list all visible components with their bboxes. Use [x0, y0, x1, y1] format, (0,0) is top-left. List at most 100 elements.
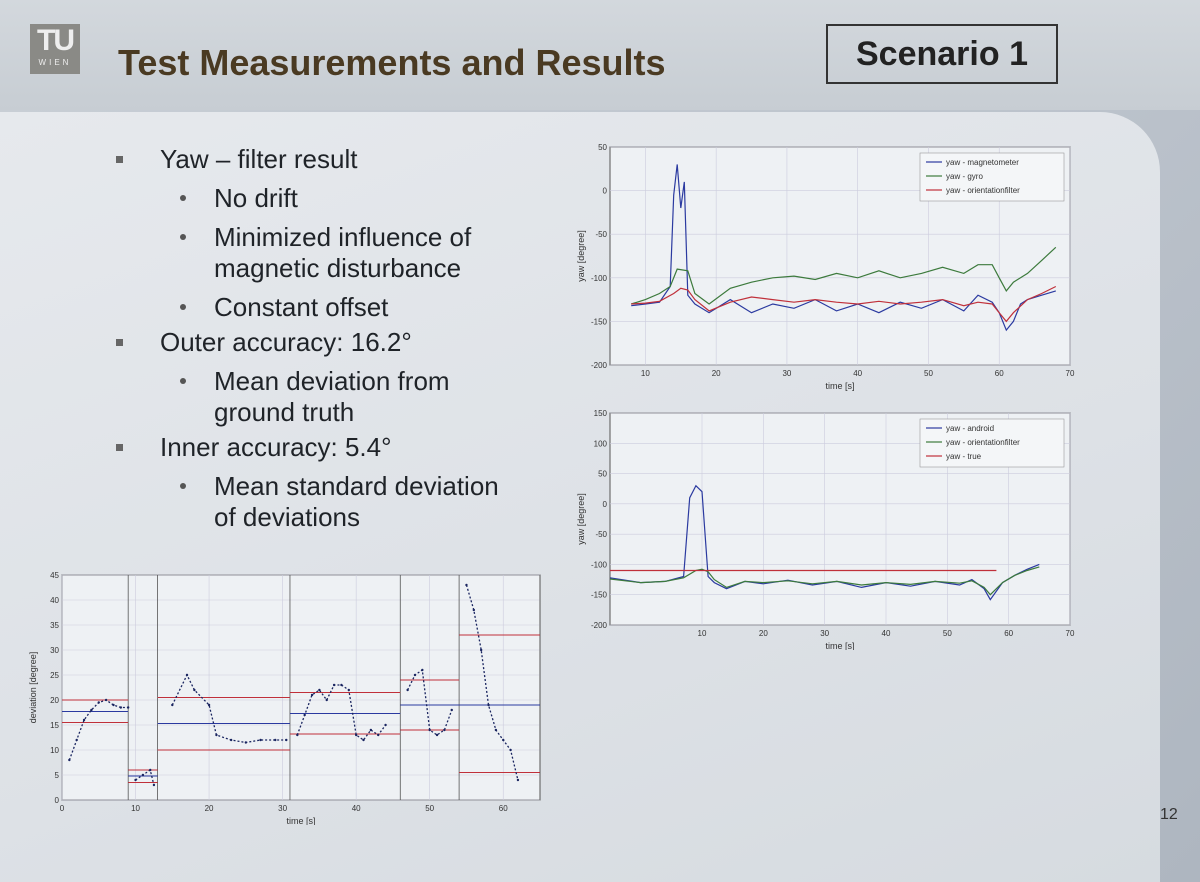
deviation-point	[303, 713, 306, 717]
y-tick-label: -50	[595, 530, 607, 539]
deviation-point	[421, 668, 424, 672]
deviation-point	[112, 703, 115, 707]
deviation-point	[435, 733, 439, 737]
y-axis-label: yaw [degree]	[576, 230, 586, 282]
chart-middle: 10 20 30 40 50 60 70 150 100 50 0 -50 -100 -150 -200 ti…	[576, 409, 1075, 650]
deviation-point	[369, 728, 373, 732]
y-tick-label: 0	[55, 796, 60, 805]
deviation-point	[472, 608, 476, 612]
x-tick-label: 20	[205, 804, 214, 813]
deviation-point	[285, 738, 288, 742]
deviation-point	[516, 778, 520, 782]
x-tick-label: 30	[782, 369, 791, 378]
deviation-point	[362, 738, 365, 742]
y-tick-label: -200	[591, 361, 608, 370]
y-tick-label: 100	[594, 439, 608, 448]
deviation-point	[229, 738, 233, 742]
legend-entry: yaw - magnetometer	[946, 158, 1019, 167]
x-axis-label: time [s]	[286, 816, 315, 825]
deviation-point	[332, 683, 336, 687]
page-number: 12	[1160, 806, 1178, 823]
legend-entry: yaw - orientationfilter	[946, 438, 1020, 447]
deviation-point	[134, 778, 137, 782]
deviation-point	[259, 738, 262, 742]
x-tick-label: 20	[712, 369, 721, 378]
chart-bottom: 0 10 20 30 40 50 60 0 5 10 15 20 25 30 35 40 45 time [s] d…	[28, 571, 541, 825]
y-tick-label: 35	[50, 621, 59, 630]
x-tick-label: 30	[278, 804, 287, 813]
bullet-std-deviation: Mean standard deviation of deviations	[110, 471, 524, 533]
slide-title: Test Measurements and Results	[118, 42, 666, 83]
y-tick-label: -150	[591, 591, 608, 600]
y-tick-label: 150	[594, 409, 608, 418]
y-tick-label: 45	[50, 571, 59, 580]
deviation-point	[347, 688, 350, 692]
y-tick-label: -150	[591, 317, 608, 326]
series-line-yaw-magnetometer	[631, 164, 1056, 332]
bullet-no-drift: No drift	[110, 183, 524, 214]
y-tick-label: 50	[598, 143, 607, 152]
logo-text-bottom: WIEN	[38, 58, 72, 67]
x-tick-label: 40	[882, 629, 891, 638]
deviation-point	[406, 688, 409, 692]
deviation-point	[149, 768, 152, 772]
y-tick-label: 0	[603, 500, 608, 509]
deviation-point	[90, 708, 93, 712]
deviation-point	[502, 738, 505, 742]
deviation-point	[428, 728, 431, 732]
x-axis-label: time [s]	[825, 641, 854, 650]
deviation-point	[325, 698, 328, 702]
deviation-point	[126, 706, 130, 709]
x-tick-label: 50	[943, 629, 952, 638]
y-tick-label: -200	[591, 621, 608, 630]
bullet-inner-accuracy: Inner accuracy: 5.4°	[110, 432, 524, 463]
x-tick-label: 30	[820, 629, 829, 638]
deviation-point	[443, 728, 446, 732]
x-tick-label: 40	[352, 804, 361, 813]
x-tick-label: 60	[499, 804, 508, 813]
deviation-point	[310, 693, 314, 697]
y-tick-label: 5	[55, 771, 60, 780]
deviation-point	[509, 748, 512, 752]
logo-text-top: TU	[37, 24, 75, 57]
y-tick-label: 40	[50, 596, 59, 605]
deviation-point	[104, 698, 108, 702]
bullet-offset: Constant offset	[110, 292, 524, 323]
deviation-point	[75, 738, 78, 742]
x-tick-label: 70	[1066, 369, 1075, 378]
deviation-point	[97, 701, 100, 704]
segment-deviation-trace	[171, 673, 287, 744]
segment-deviation-trace	[135, 768, 155, 786]
legend-box	[919, 152, 1065, 202]
x-tick-label: 50	[425, 804, 434, 813]
x-tick-label: 10	[641, 369, 650, 378]
deviation-point	[171, 703, 174, 707]
y-tick-label: 10	[50, 746, 59, 755]
legend-entry: yaw - orientationfilter	[946, 186, 1020, 195]
y-tick-label: -100	[591, 274, 608, 283]
deviation-point	[82, 718, 86, 722]
deviation-point	[377, 733, 380, 737]
scenario-badge: Scenario 1	[826, 24, 1058, 84]
y-tick-label: -50	[595, 230, 607, 239]
y-axis-label: yaw [degree]	[576, 493, 586, 545]
series-line-yaw-android	[609, 484, 1040, 601]
legend-entry: yaw - true	[946, 452, 982, 461]
deviation-point	[465, 583, 468, 587]
chart-top: 10 20 30 40 50 60 70 50 0 -50 -100 -150 -200 time [s]…	[576, 143, 1075, 391]
bullet-yaw: Yaw – filter result	[110, 144, 524, 175]
x-tick-label: 10	[131, 804, 140, 813]
deviation-point	[185, 673, 189, 677]
deviation-point	[340, 683, 343, 687]
deviation-point	[413, 673, 417, 677]
legend-box	[919, 418, 1065, 468]
y-tick-label: 30	[50, 646, 59, 655]
deviation-point	[354, 733, 358, 737]
x-tick-label: 60	[995, 369, 1004, 378]
deviation-point	[68, 758, 71, 762]
deviation-point	[296, 733, 299, 737]
bullet-magnetic: Minimized influence of magnetic disturba…	[110, 222, 514, 284]
segment-deviation-trace	[465, 584, 519, 781]
x-tick-label: 0	[60, 804, 65, 813]
deviation-point	[274, 738, 277, 742]
